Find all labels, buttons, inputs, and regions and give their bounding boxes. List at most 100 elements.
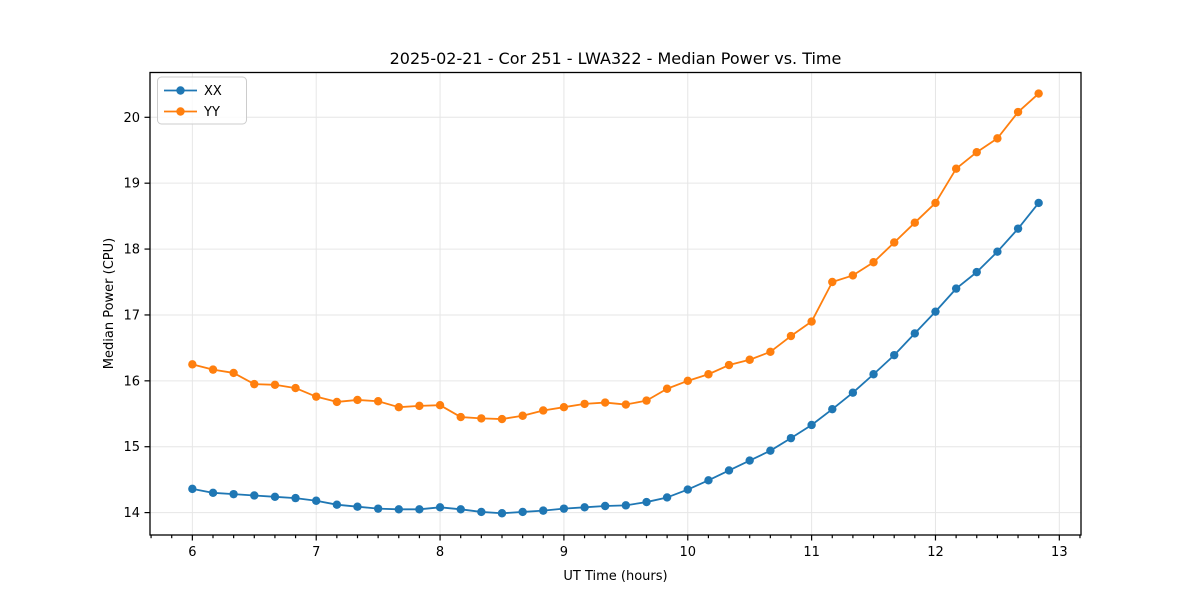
legend-label-xx: XX: [204, 84, 222, 99]
series-YY-point: [890, 238, 899, 247]
legend-marker-sample: [176, 107, 185, 116]
series-XX-point: [518, 507, 527, 517]
series-XX-point: [497, 509, 507, 518]
series-YY-point: [559, 402, 569, 412]
series-XX-point: [972, 267, 981, 277]
series-XX-point: [662, 493, 672, 502]
series-XX-point: [332, 500, 342, 509]
series-XX-point: [724, 466, 734, 475]
series-XX-point: [910, 329, 919, 338]
series-YY-point: [683, 376, 692, 386]
series-YY-point: [415, 401, 424, 411]
legend-box: [157, 76, 247, 125]
series-XX-point: [704, 476, 713, 485]
series-XX-point: [951, 284, 961, 293]
y-tick-label: 20: [123, 111, 140, 126]
y-tick-label: 14: [123, 506, 140, 521]
series-XX-point: [766, 446, 775, 455]
series-XX: [188, 198, 1043, 518]
legend: XX YY: [157, 76, 247, 125]
series-YY-point: [188, 360, 197, 369]
series-XX-point: [848, 388, 858, 397]
series-XX-point: [188, 484, 197, 494]
series-YY-point: [807, 317, 816, 326]
series-YY-point: [456, 412, 465, 422]
x-tick-label: 8: [436, 545, 444, 560]
series-YY-point: [786, 331, 796, 341]
x-tick-label: 9: [560, 545, 568, 560]
series-XX-point: [1013, 224, 1023, 233]
series-XX-point: [828, 404, 837, 414]
x-tick-label: 12: [927, 545, 944, 560]
x-tick-label: 6: [188, 545, 196, 560]
x-axis-label: UT Time (hours): [563, 569, 667, 584]
series-XX-point: [208, 488, 218, 498]
series-XX-point: [539, 506, 548, 515]
series-YY-point: [848, 271, 858, 280]
series-YY-point: [745, 355, 754, 364]
series-XX-point: [394, 505, 404, 514]
series-YY-point: [497, 414, 507, 424]
series-YY-point: [951, 164, 961, 173]
series-YY-point: [910, 218, 919, 227]
grid-lines: [150, 72, 1081, 535]
series-YY-point: [208, 365, 218, 374]
series-XX-point: [270, 492, 280, 501]
series-XX-point: [229, 489, 238, 499]
series-YY-point: [477, 414, 486, 423]
series-XX-point: [415, 505, 424, 514]
series-YY-point: [724, 360, 734, 370]
series-XX-point: [786, 433, 796, 443]
series-XX-point: [683, 485, 692, 494]
series-XX-point: [373, 504, 383, 513]
x-tick-label: 7: [312, 545, 320, 560]
series-YY-point: [270, 380, 280, 389]
series-YY-point: [291, 383, 300, 393]
series-YY-point: [312, 392, 321, 401]
series-XX-point: [559, 504, 569, 513]
series-XX-point: [353, 502, 362, 511]
series-XX-point: [456, 505, 465, 514]
series-YY-point: [869, 258, 878, 267]
series-XX-point: [993, 247, 1002, 256]
series-YY-point: [1034, 89, 1043, 98]
series-XX-point: [745, 456, 754, 465]
series-YY-point: [580, 399, 589, 409]
series-XX-point: [477, 507, 486, 517]
y-tick-label: 19: [123, 177, 140, 192]
y-axis-label: Median Power (CPU): [102, 238, 117, 369]
x-tick-label: 13: [1051, 545, 1068, 560]
series-XX-point: [621, 501, 631, 510]
series-YY-point: [332, 397, 342, 407]
series-YY-line: [192, 92, 1040, 420]
series-YY-point: [1013, 107, 1023, 117]
legend-marker-sample: [176, 86, 185, 95]
series-YY: [188, 89, 1043, 424]
y-tick-label: 17: [123, 308, 140, 323]
series-XX-point: [250, 491, 259, 500]
series-YY-point: [662, 384, 672, 393]
series-XX-point: [869, 370, 878, 379]
series-YY-point: [435, 401, 445, 410]
series-YY-point: [766, 347, 775, 357]
axes-spines: [149, 71, 1082, 536]
legend-label-yy: YY: [203, 105, 220, 120]
series-YY-point: [972, 148, 981, 157]
series-XX-point: [312, 496, 321, 505]
y-tick-label: 16: [123, 374, 140, 389]
series-XX-point: [580, 503, 589, 512]
series-YY-point: [229, 368, 238, 378]
series-YY-point: [621, 400, 631, 409]
series-YY-point: [373, 397, 383, 406]
series-XX-point: [931, 307, 940, 316]
tick-labels: 6 7 8 9 10 11 12 13 14 15 16 17 18 19 20: [123, 111, 1067, 560]
series-XX-point: [890, 350, 899, 360]
series-XX-point: [291, 493, 300, 503]
x-tick-label: 10: [679, 545, 696, 560]
series-YY-point: [518, 411, 527, 420]
series-YY-point: [993, 134, 1002, 143]
series-YY-point: [931, 198, 940, 208]
y-tick-label: 18: [123, 243, 140, 258]
